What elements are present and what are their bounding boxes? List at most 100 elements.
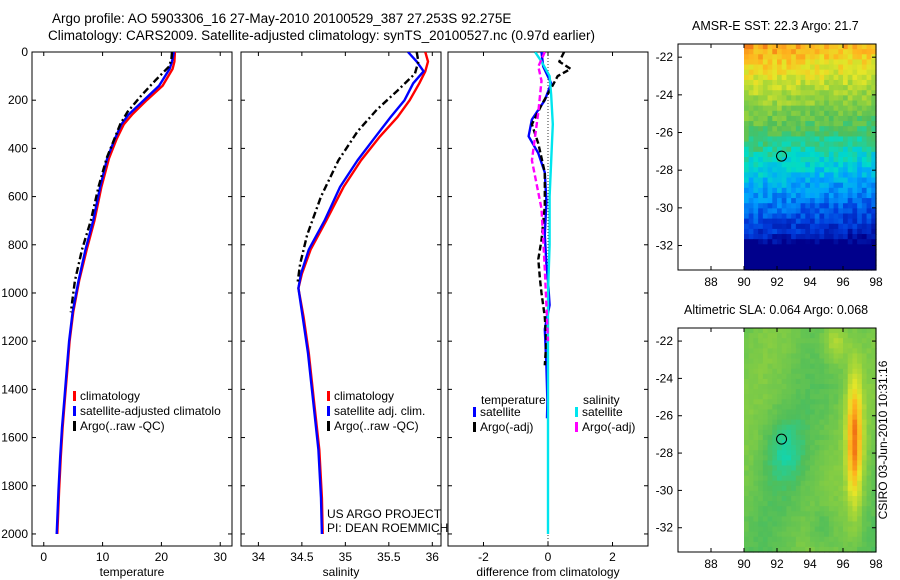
legend-swatch: [575, 422, 578, 432]
map-cell: [828, 475, 835, 482]
map-cell: [852, 244, 858, 251]
map-cell: [805, 218, 811, 225]
map-cell: [810, 389, 816, 395]
map-cell: [795, 44, 802, 50]
map-cell: [843, 338, 849, 344]
map-cell: [852, 506, 858, 512]
map-cell: [819, 218, 825, 225]
map-y-tick-label: -26: [656, 409, 674, 423]
map-cell: [843, 485, 849, 492]
map-cell: [861, 59, 868, 66]
map-cell: [800, 470, 806, 477]
map-cell: [762, 460, 769, 467]
map-cell: [758, 218, 764, 225]
legend-label: Argo(-adj): [480, 420, 533, 434]
map-cell: [833, 74, 839, 81]
map-cell: [857, 49, 863, 55]
map-cell: [744, 399, 750, 405]
map-cell: [762, 177, 769, 184]
map-cell: [847, 404, 854, 411]
map-cell: [772, 100, 778, 107]
map-cell: [866, 151, 872, 158]
map-cell: [758, 440, 764, 446]
map-cell: [805, 399, 811, 405]
map-cell: [762, 85, 769, 91]
map-cell: [777, 368, 783, 375]
map-cell: [866, 348, 872, 355]
map-cell: [791, 531, 797, 538]
map-cell: [762, 445, 769, 451]
map-cell: [795, 203, 802, 209]
map-cell: [861, 126, 868, 132]
map-cell: [828, 162, 835, 168]
map-cell: [762, 192, 769, 199]
map-cell: [744, 333, 750, 339]
map-cell: [791, 516, 797, 523]
map-cell: [744, 521, 750, 528]
map-cell: [748, 54, 755, 61]
map-cell: [852, 90, 858, 96]
map-cell: [800, 187, 806, 194]
map-cell: [871, 378, 877, 385]
map-cell: [762, 259, 769, 266]
map-cell: [777, 516, 783, 523]
map-cell: [824, 162, 830, 168]
map-cell: [781, 59, 788, 66]
map-cell: [744, 363, 750, 370]
map-cell: [786, 531, 792, 538]
map-cell: [847, 434, 854, 441]
map-cell: [861, 343, 868, 349]
map-cell: [847, 526, 854, 533]
map-cell: [828, 264, 835, 271]
map-cell: [781, 244, 788, 251]
map-cell: [861, 264, 868, 271]
map-cell: [819, 424, 825, 431]
map-cell: [753, 136, 759, 143]
map-cell: [744, 485, 750, 492]
map-cell: [810, 348, 816, 355]
map-cell: [777, 44, 783, 50]
map-cell: [748, 460, 755, 467]
map-cell: [838, 521, 844, 528]
map-cell: [748, 409, 755, 416]
map-cell: [866, 90, 872, 96]
map-cell: [824, 470, 830, 477]
map-cell: [861, 110, 868, 117]
map-cell: [824, 213, 830, 220]
map-cell: [772, 69, 778, 76]
map-cell: [852, 69, 858, 76]
map-cell: [838, 490, 844, 497]
map-cell: [838, 531, 844, 538]
map-cell: [810, 79, 816, 86]
map-cell: [781, 460, 788, 467]
map-cell: [800, 115, 806, 122]
map-cell: [843, 546, 849, 553]
map-cell: [828, 465, 835, 472]
map-cell: [861, 450, 868, 456]
map-cell: [800, 54, 806, 61]
map-cell: [871, 506, 877, 512]
map-cell: [748, 455, 755, 461]
map-cell: [795, 470, 802, 477]
map-cell: [758, 394, 764, 400]
map-cell: [744, 445, 750, 451]
map-cell: [824, 105, 830, 112]
map-cell: [814, 208, 821, 215]
map-cell: [810, 450, 816, 456]
map-cell: [819, 348, 825, 355]
map-cell: [748, 338, 755, 344]
map-cell: [781, 546, 788, 553]
map-cell: [744, 394, 750, 400]
map-cell: [762, 434, 769, 441]
map-cell: [843, 105, 849, 112]
map-cell: [861, 218, 868, 225]
map-cell: [800, 213, 806, 220]
map-cell: [814, 521, 821, 528]
map-cell: [833, 541, 839, 548]
map-cell: [805, 213, 811, 220]
map-cell: [762, 136, 769, 143]
map-cell: [833, 353, 839, 360]
map-cell: [786, 465, 792, 472]
map-cell: [762, 419, 769, 426]
map-cell: [838, 404, 844, 411]
